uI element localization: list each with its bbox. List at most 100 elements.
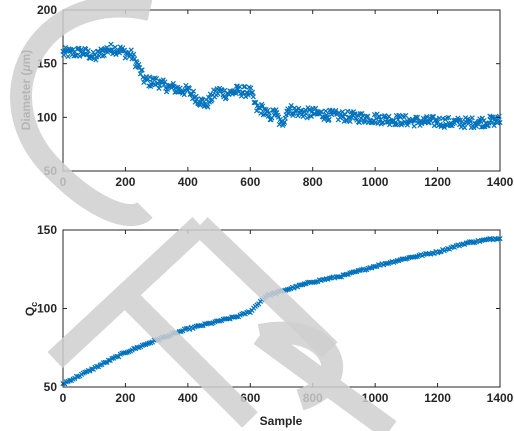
data-point: [323, 108, 329, 114]
data-point: [436, 249, 442, 255]
qc-x-label: Sample: [260, 414, 303, 428]
data-point: [347, 118, 353, 125]
data-point: [411, 123, 417, 129]
data-point: [128, 47, 134, 53]
data-point: [486, 120, 492, 126]
data-point: [281, 119, 288, 125]
data-point: [177, 85, 183, 91]
data-point: [439, 123, 445, 129]
watermark-stroke-c: [10, 0, 153, 226]
data-point: [471, 125, 477, 131]
data-point: [189, 91, 195, 97]
data-point: [181, 91, 187, 98]
diameter-markers: [60, 41, 503, 131]
data-point: [386, 113, 392, 120]
x-tick-label: 600: [240, 175, 260, 189]
data-point: [190, 88, 197, 94]
data-point: [253, 99, 259, 106]
data-point: [234, 313, 240, 320]
data-point: [307, 107, 313, 113]
data-point: [147, 74, 153, 80]
data-point: [206, 94, 212, 101]
diameter-plot-frame: [62, 9, 501, 172]
data-point: [65, 53, 71, 60]
x-tick-label: 200: [115, 391, 135, 405]
data-point: [446, 114, 452, 121]
x-tick-label: 200: [115, 175, 135, 189]
data-point: [365, 113, 371, 119]
data-point: [295, 113, 301, 119]
data-point: [249, 89, 256, 95]
x-tick-label: 0: [60, 391, 67, 405]
data-point: [497, 119, 503, 126]
y-tick-label: 50: [44, 380, 58, 394]
x-tick-label: 400: [178, 391, 198, 405]
x-tick-label: 1400: [487, 175, 514, 189]
x-tick-label: 1200: [424, 175, 451, 189]
data-point: [67, 377, 73, 383]
data-point: [456, 117, 462, 123]
data-point: [84, 51, 91, 58]
data-point: [139, 67, 145, 73]
data-point: [326, 116, 332, 123]
data-point: [108, 41, 114, 47]
diameter-x-ticks: 0 200 400 600 800 1000 1200 1400: [60, 10, 514, 189]
data-point: [194, 96, 200, 103]
data-point: [352, 269, 358, 275]
data-point: [410, 118, 416, 124]
data-point: [232, 90, 239, 96]
data-point: [243, 93, 249, 100]
data-point: [205, 104, 211, 110]
data-point: [172, 89, 178, 95]
y-tick-label: 200: [37, 3, 57, 17]
data-point: [162, 79, 168, 85]
data-point: [83, 46, 89, 52]
qc-y-label: Qc: [23, 302, 39, 316]
watermark-stroke-r: [253, 321, 397, 431]
data-point: [250, 94, 256, 100]
data-point: [367, 265, 373, 271]
data-point: [428, 118, 434, 124]
x-tick-label: 1200: [424, 391, 451, 405]
y-tick-label: 100: [37, 110, 57, 124]
data-point: [102, 359, 108, 366]
data-point: [395, 117, 401, 123]
data-point: [85, 48, 91, 54]
data-point: [131, 51, 137, 57]
data-point: [137, 71, 144, 77]
data-point: [333, 107, 339, 114]
data-point: [424, 114, 430, 120]
data-point: [463, 240, 469, 246]
data-point: [326, 275, 333, 281]
data-point: [433, 116, 439, 122]
data-point: [198, 323, 204, 329]
data-point: [467, 119, 474, 125]
data-point: [372, 263, 378, 270]
data-point: [225, 316, 231, 322]
data-point: [141, 342, 147, 348]
data-point: [105, 357, 112, 363]
data-point: [343, 271, 350, 277]
qc-y-ticks: 50 100 150: [37, 223, 500, 394]
x-tick-label: 1000: [362, 175, 389, 189]
data-point: [122, 55, 128, 61]
x-tick-label: 400: [178, 175, 198, 189]
data-point: [324, 114, 331, 120]
x-tick-label: 1400: [487, 391, 514, 405]
data-point: [301, 281, 307, 287]
data-point: [462, 125, 468, 131]
data-point: [356, 119, 363, 126]
data-point: [441, 124, 448, 131]
data-point: [497, 235, 503, 242]
data-point: [90, 49, 96, 55]
data-point: [288, 102, 294, 109]
y-tick-label: 150: [37, 57, 57, 71]
data-point: [238, 93, 245, 99]
data-point: [318, 109, 325, 115]
data-point: [413, 254, 419, 260]
data-point: [99, 47, 105, 53]
